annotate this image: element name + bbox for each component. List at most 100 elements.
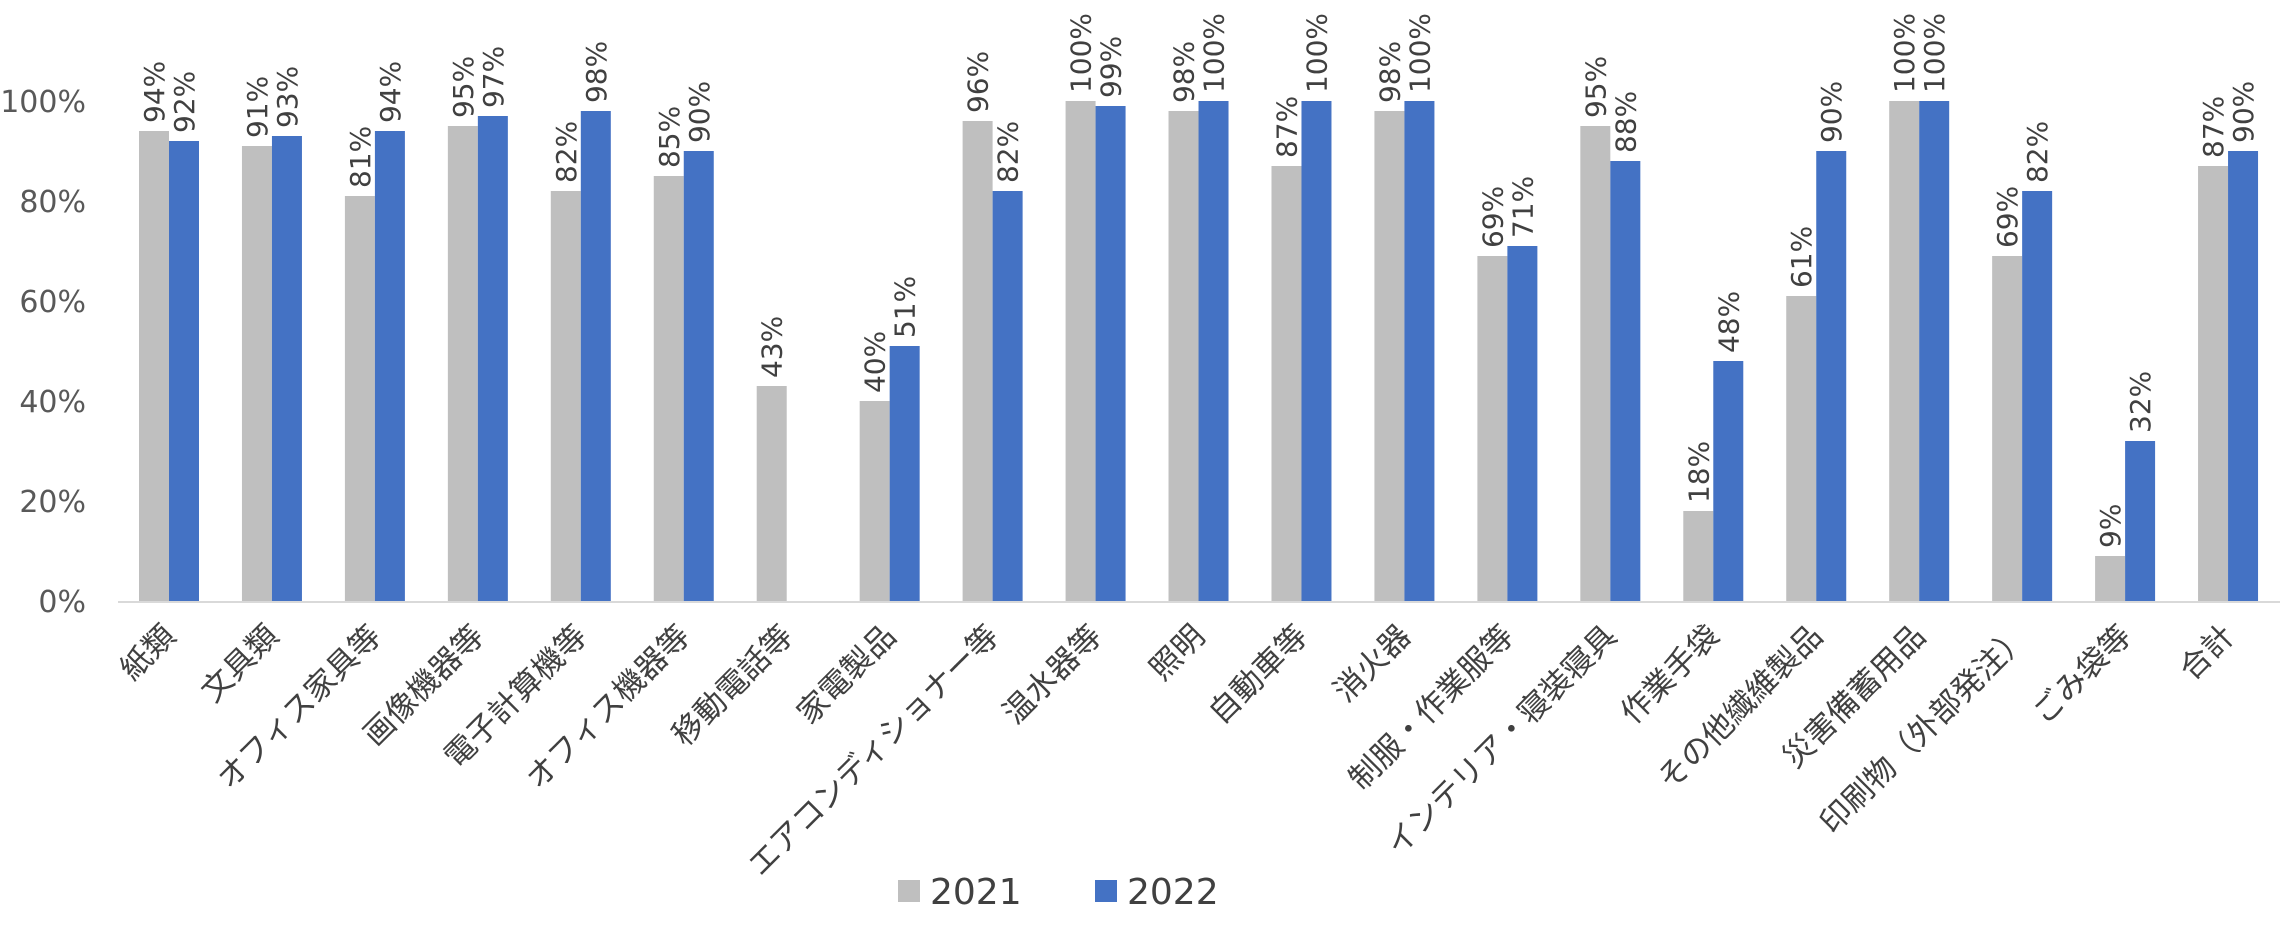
bar-2022 <box>683 151 714 601</box>
data-label-2022: 98% <box>580 41 613 103</box>
data-label-2022: 90% <box>2227 81 2260 143</box>
bar-2022 <box>992 191 1023 601</box>
y-tick-label: 20% <box>19 485 86 520</box>
data-label-2021: 18% <box>1682 441 1715 503</box>
bar-2022 <box>1507 246 1538 601</box>
bar-2022 <box>2228 151 2259 601</box>
data-label-2022: 88% <box>1609 91 1642 153</box>
data-label-2022: 51% <box>889 276 922 338</box>
legend: 2021 2022 <box>898 872 1219 913</box>
data-label-2021: 82% <box>550 121 583 183</box>
bar-2021 <box>1580 126 1611 601</box>
bar-2022 <box>889 346 920 601</box>
bar-2021 <box>756 386 787 601</box>
category-label: 温水器等 <box>996 618 1109 731</box>
bar-2022 <box>1198 101 1229 601</box>
bar-2021 <box>550 191 581 601</box>
data-label-2021: 61% <box>1785 226 1818 288</box>
data-label-2021: 40% <box>859 331 892 393</box>
bar-2022 <box>580 111 611 601</box>
bar-2021 <box>962 121 993 601</box>
category-label: 合計 <box>2172 618 2241 687</box>
category-label: 消火器 <box>1327 618 1418 709</box>
bar-2021 <box>1683 511 1714 601</box>
bar-2021 <box>2198 166 2229 601</box>
data-label-2021: 81% <box>344 126 377 188</box>
bar-2022 <box>169 141 199 601</box>
category-label: 文具類 <box>194 618 285 709</box>
data-label-2021: 69% <box>1991 186 2024 248</box>
legend-swatch <box>898 880 920 902</box>
y-tick-label: 60% <box>19 285 86 320</box>
x-axis: 紙類 文具類オフィス家具等画像機器等電子計算機等オフィス機器等移動電話等家電製品エ… <box>113 618 2241 883</box>
data-label-2022: 92% <box>168 71 201 133</box>
data-label-2022: 94% <box>374 61 407 123</box>
data-label-2022: 100% <box>1300 13 1333 93</box>
bar-2022 <box>1610 161 1641 601</box>
data-label-2021: 100% <box>1065 13 1098 93</box>
bar-2021 <box>1065 101 1096 601</box>
data-label-2022: 32% <box>2124 371 2157 433</box>
bar-2021 <box>859 401 890 601</box>
data-label-2022: 93% <box>271 66 304 128</box>
bar-2021 <box>1271 166 1302 601</box>
data-label-2022: 48% <box>1712 291 1745 353</box>
data-label-2021: 43% <box>756 316 789 378</box>
data-label-2022: 90% <box>1815 81 1848 143</box>
data-label-2021: 9% <box>2094 504 2127 548</box>
data-label-2021: 91% <box>241 76 274 138</box>
bar-2021 <box>1889 101 1920 601</box>
bar-2021 <box>1992 256 2023 601</box>
bar-2022 <box>1816 151 1847 601</box>
bar-2021 <box>344 196 375 601</box>
data-label-2021: 94% <box>138 61 171 123</box>
category-label: ごみ袋等 <box>2026 618 2139 731</box>
legend-swatch <box>1095 880 1117 902</box>
bar-2021 <box>1477 256 1508 601</box>
bar-2022 <box>477 116 508 601</box>
data-label-2022: 82% <box>992 121 1025 183</box>
bar-2022 <box>1404 101 1435 601</box>
bar-2022 <box>1713 361 1744 601</box>
data-label-2022: 71% <box>1506 176 1539 238</box>
data-label-2022: 100% <box>1403 13 1436 93</box>
category-label: 自動車等 <box>1202 618 1315 731</box>
legend-item-2021: 2021 <box>898 872 1022 913</box>
bar-2021 <box>653 176 684 601</box>
data-label-2021: 96% <box>962 51 995 113</box>
bar-2022 <box>2022 191 2053 601</box>
legend-item-2022: 2022 <box>1095 872 1219 913</box>
category-label: 照明 <box>1143 618 1212 687</box>
data-label-2022: 97% <box>477 46 510 108</box>
data-label-2022: 82% <box>2021 121 2054 183</box>
bar-2021 <box>1374 111 1405 601</box>
bar-2022 <box>271 136 302 601</box>
y-tick-label: 80% <box>19 185 86 220</box>
bar-2021 <box>2095 556 2126 601</box>
bar-2021 <box>241 146 272 601</box>
y-tick-label: 0% <box>38 585 86 620</box>
data-label-2022: 100% <box>1918 13 1951 93</box>
bar-2021 <box>139 131 169 601</box>
y-tick-label: 40% <box>19 385 86 420</box>
bar-2022 <box>2125 441 2156 601</box>
y-tick-label: 100% <box>0 85 86 120</box>
data-label-2022: 99% <box>1095 36 1128 98</box>
bars <box>139 101 2259 601</box>
data-label-2021: 98% <box>1373 41 1406 103</box>
y-axis: 0% 20% 40% 60% 80% 100% <box>0 85 86 620</box>
bar-2022 <box>1919 101 1950 601</box>
data-label-2021: 85% <box>653 106 686 168</box>
data-label-2021: 69% <box>1476 186 1509 248</box>
bar-2021 <box>1168 111 1199 601</box>
data-label-2022: 100% <box>1198 13 1231 93</box>
data-label-2021: 95% <box>1579 56 1612 118</box>
data-label-2022: 90% <box>683 81 716 143</box>
data-labels: 94%92% 91%93%81%94% 95%97%82%98%85%90%43% 4… <box>138 13 2260 548</box>
legend-label: 2021 <box>930 872 1022 913</box>
data-label-2021: 98% <box>1168 41 1201 103</box>
data-label-2021: 87% <box>1270 96 1303 158</box>
bar-2022 <box>374 131 405 601</box>
category-label: 紙類 <box>113 618 182 687</box>
